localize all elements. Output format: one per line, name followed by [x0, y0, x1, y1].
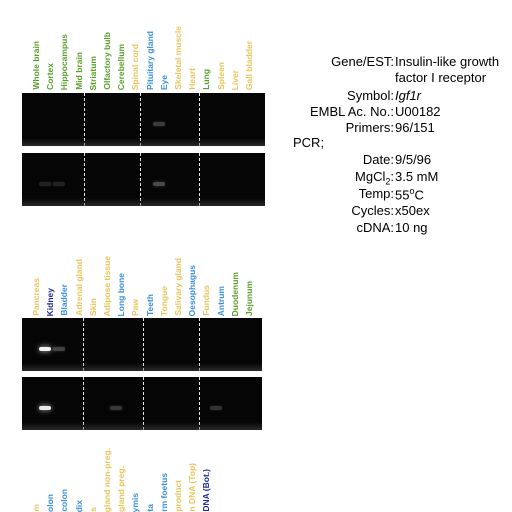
lane-label: Adrenal gland — [73, 259, 84, 316]
gene-value-line2: factor I receptor — [395, 70, 487, 85]
lane-label: Skeletal muscle — [173, 26, 183, 90]
mgcl2-value: 3.5 mM — [395, 169, 439, 184]
lane-label: Mid brain — [73, 52, 84, 90]
lane-label: Salivary gland — [173, 258, 183, 316]
lane-label: Spleen — [215, 62, 226, 90]
gene-value: Insulin-like growth — [395, 54, 500, 69]
lane-label: Gall bladder — [244, 40, 254, 90]
lane-label: Pituitary gland — [144, 30, 155, 90]
lane-label: Pancreas — [31, 278, 41, 316]
experiment-info-block: Gene/EST: Insulin-like growth factor I r… — [280, 52, 512, 242]
top-lane-labels: Whole brain Cortex Hippocampus Mid brain Str… — [31, 0, 271, 90]
lane-label: Paw — [130, 298, 141, 316]
lane-label: Striatum — [87, 55, 98, 90]
lane-label: olon — [45, 494, 56, 512]
date-value: 9/5/96 — [395, 152, 432, 167]
embl-value: U00182 — [395, 104, 441, 119]
lane-label: Antrum — [215, 285, 226, 316]
lane-label: Liver — [229, 69, 240, 90]
lane-label: colon — [59, 489, 70, 512]
lane-label: Long bone — [116, 272, 127, 316]
lane-label: Whole brain — [31, 41, 41, 90]
third-panel-lane-labels-partial: m olon colon dix s gland non-preg. gland preg.… — [31, 440, 271, 512]
lane-label: Cortex — [45, 63, 56, 90]
gene-label: Gene/EST: — [331, 54, 394, 69]
bottom-lane-labels: Pancreas Kidney Bladder Adrenal gland Skin Ad… — [31, 230, 271, 316]
bottom-gel-image-2 — [22, 377, 262, 430]
gel-band — [53, 182, 66, 187]
lane-label: dix — [73, 499, 84, 512]
cdna-value: 10 ng — [395, 220, 428, 235]
lane-label: Teeth — [144, 293, 155, 316]
lane-label: n DNA (Top) — [187, 463, 198, 512]
lane-label: Oesophagus — [187, 264, 198, 316]
temp-value: 55oC — [395, 186, 424, 203]
lane-label: Bladder — [59, 284, 70, 316]
lane-label: ta — [144, 504, 155, 512]
mgcl2-label: MgCl2: — [355, 169, 394, 187]
symbol-value: Igf1r — [395, 88, 422, 103]
primers-label: Primers: — [345, 120, 394, 135]
lane-label: Jejunum — [244, 281, 254, 316]
lane-label: m — [31, 504, 41, 512]
lane-label: gland preg. — [116, 466, 127, 512]
top-gel-image-1 — [22, 93, 265, 146]
cycles-value: x50ex — [395, 203, 430, 218]
gel-band — [39, 182, 52, 187]
lane-label: Spinal cord — [130, 43, 141, 90]
gel-band — [152, 122, 165, 127]
lane-label: ymis — [130, 492, 141, 512]
cdna-label: cDNA: — [356, 220, 394, 235]
lane-label: Heart — [187, 68, 198, 90]
cycles-label: Cycles: — [351, 203, 394, 218]
top-gel-image-2 — [22, 153, 265, 206]
lane-label: Tongue — [158, 285, 169, 316]
gel-band — [110, 406, 123, 411]
primers-value: 96/151 — [395, 120, 435, 135]
lane-label: Fundus — [201, 285, 212, 316]
lane-label: Kidney — [45, 287, 56, 316]
lane-label: rm foetus — [158, 473, 169, 512]
gel-band — [152, 182, 165, 187]
lane-label: s — [87, 507, 98, 512]
gel-band — [53, 347, 66, 352]
symbol-label: Symbol: — [347, 88, 394, 103]
lane-label: gland non-preg. — [102, 447, 112, 512]
date-label: Date: — [362, 152, 394, 167]
lane-label: Eye — [158, 74, 169, 90]
lane-label: Duodenum — [229, 271, 240, 316]
lane-label: Skin — [87, 298, 98, 316]
lane-label: product — [173, 480, 183, 512]
embl-label: EMBL Ac. No.: — [309, 104, 394, 119]
lane-label: Cerebellum — [116, 43, 127, 90]
lane-label: DNA (Bot.) — [201, 469, 212, 512]
lane-label: Adipose tissue — [102, 255, 112, 316]
lane-label: Lung — [201, 69, 212, 90]
gel-band — [209, 406, 222, 411]
gel-band — [39, 406, 52, 411]
temp-label: Temp: — [358, 186, 394, 201]
gel-band — [39, 347, 52, 352]
pcr-heading: PCR; — [293, 135, 325, 150]
lane-label: Hippocampus — [59, 33, 70, 90]
bottom-gel-image-1 — [22, 318, 262, 371]
lane-label: Olfactory bulb — [102, 32, 112, 90]
